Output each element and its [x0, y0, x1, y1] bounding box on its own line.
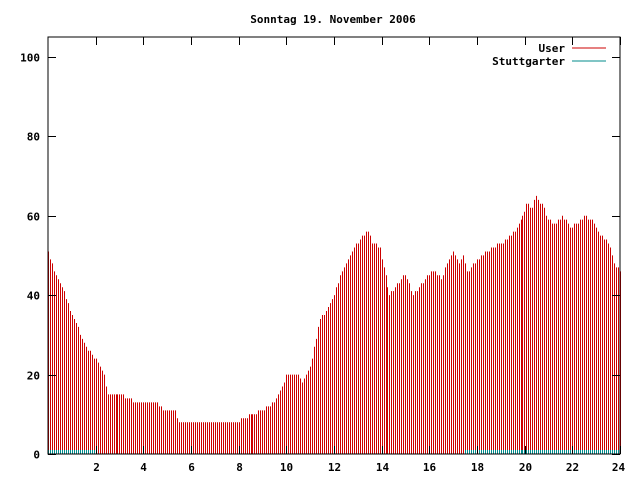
series-layer	[48, 195, 621, 454]
x-tick-label: 8	[236, 461, 243, 474]
legend-label-stuttgarter: Stuttgarter	[492, 55, 565, 68]
x-tick-label: 10	[280, 461, 293, 474]
x-tick-label: 20	[519, 461, 532, 474]
x-tick-label: 16	[423, 461, 437, 474]
x-tick-label: 22	[566, 461, 579, 474]
x-tick-label: 24	[612, 461, 626, 474]
y-tick-label: 60	[27, 211, 40, 224]
series-stuttgarter	[48, 450, 621, 454]
x-tick-label: 12	[328, 461, 341, 474]
x-tick-label: 14	[376, 461, 390, 474]
series-user	[48, 195, 621, 454]
chart-title: Sonntag 19. November 2006	[250, 13, 416, 26]
y-tick-label: 40	[27, 290, 40, 303]
y-tick-label: 0	[33, 449, 40, 462]
x-tick-label: 4	[140, 461, 147, 474]
y-tick-label: 20	[27, 370, 40, 383]
y-tick-label: 100	[20, 52, 40, 65]
legend: User Stuttgarter	[492, 42, 606, 68]
x-tick-label: 6	[188, 461, 195, 474]
x-tick-label: 18	[471, 461, 484, 474]
legend-label-user: User	[539, 42, 566, 55]
y-tick-label: 80	[27, 131, 40, 144]
x-tick-label: 2	[93, 461, 100, 474]
